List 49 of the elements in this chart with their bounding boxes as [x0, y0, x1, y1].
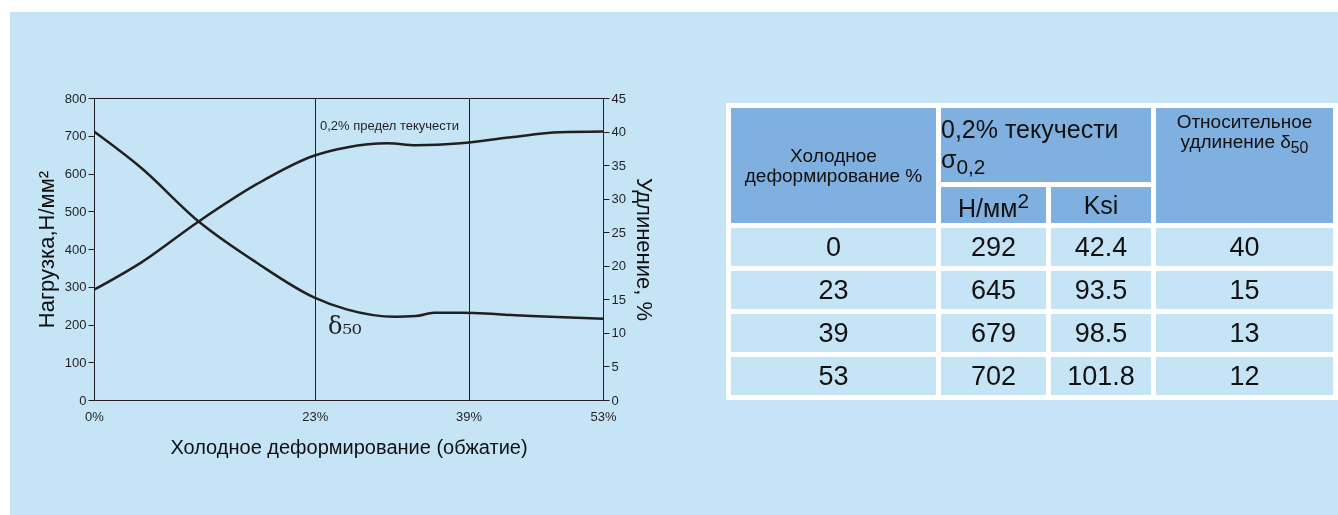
y-tick-label: 300	[64, 279, 87, 295]
category-label: 0,2% текучести σ$_{0,2}$	[938, 105, 1154, 185]
y-tick-label: 600	[64, 166, 87, 181]
y-tick-label: 200	[64, 317, 87, 332]
y2-tick-label: 35	[611, 157, 626, 173]
y-tick-label: 500	[64, 203, 87, 219]
text: 292	[970, 231, 1017, 262]
text: 42.4	[1074, 231, 1128, 262]
y2-tick-label: 30	[611, 191, 626, 207]
y2-tick-label: 15	[611, 291, 626, 307]
y-axis-title: Нагрузка,Н/мм²	[33, 170, 59, 329]
category-label: Холодное деформирование %	[728, 105, 939, 226]
y-tick-label: 0	[79, 392, 87, 408]
text: 702	[970, 360, 1017, 391]
text: 53	[818, 360, 849, 391]
y2-tick-label: 0	[611, 392, 619, 408]
text: 12	[1229, 360, 1260, 391]
y2-tick-label: 40	[611, 124, 626, 140]
text: 40	[1229, 231, 1260, 262]
x-tick-label: 39%	[456, 408, 483, 424]
text: 101.8	[1067, 360, 1135, 391]
text: 23	[818, 274, 849, 305]
text: 39	[818, 317, 849, 348]
y2-axis-title: Удлинение, %	[631, 177, 657, 322]
y-tick-label: 700	[64, 128, 87, 144]
category-label: Н/мм$^{2}$	[938, 184, 1049, 226]
series-label: 0,2% предел текучести	[319, 117, 460, 133]
y-tick-label: 100	[64, 354, 87, 370]
text: 13	[1229, 317, 1260, 348]
x-tick-label: 0%	[85, 408, 105, 424]
y2-tick-label: 10	[611, 325, 626, 341]
text: 679	[970, 317, 1017, 348]
y-tick-label: 800	[64, 90, 87, 106]
series-label: δ₅₀	[327, 312, 362, 341]
category-label: Ksi	[1048, 184, 1154, 226]
y2-tick-label: 25	[611, 224, 626, 240]
text: 15	[1229, 274, 1260, 305]
text: 0	[825, 231, 842, 262]
x-tick-label: 23%	[302, 408, 329, 424]
y-tick-label: 400	[64, 241, 87, 257]
y2-tick-label: 45	[611, 90, 626, 106]
text: 645	[970, 274, 1017, 305]
y2-tick-label: 20	[611, 258, 626, 274]
text: 98.5	[1074, 317, 1128, 348]
x-tick-label: 53%	[590, 408, 617, 424]
text: 93.5	[1074, 274, 1128, 305]
category-label: Относительное удлинение δ$_{50}$	[1153, 105, 1336, 226]
x-axis-title: Холодное деформирование (обжатие)	[170, 435, 528, 458]
y2-tick-label: 5	[611, 358, 619, 374]
